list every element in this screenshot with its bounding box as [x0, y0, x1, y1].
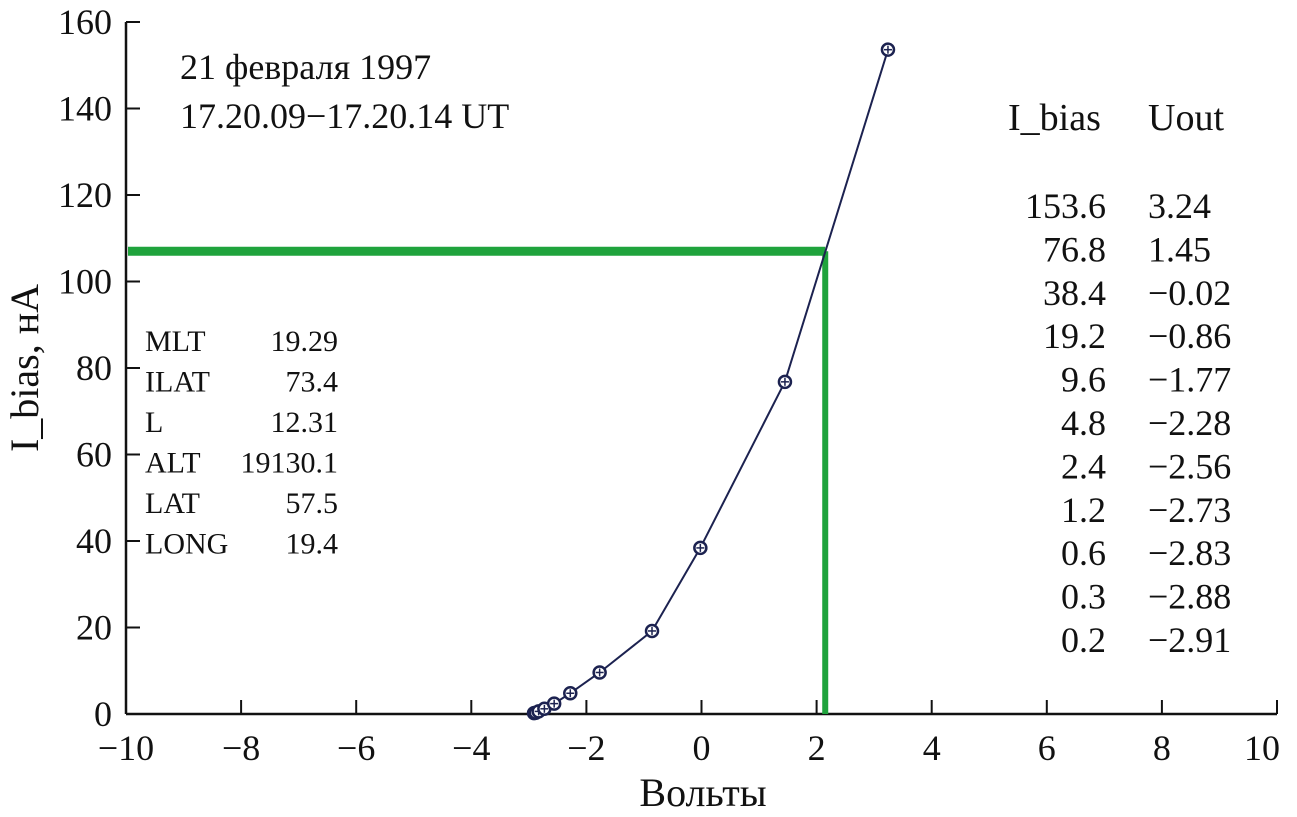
table-cell-ibias: 19.2 — [1043, 316, 1106, 356]
table-cell-uout: −2.88 — [1148, 577, 1231, 617]
data-series — [526, 42, 896, 721]
crosshair-lines — [128, 246, 829, 714]
x-tick-label: −10 — [98, 728, 154, 768]
table-cell-ibias: 0.3 — [1061, 577, 1106, 617]
data-point — [880, 42, 896, 57]
header-date: 21 февраля 1997 — [180, 47, 431, 87]
x-tick-label: −8 — [222, 728, 260, 768]
table-cell-ibias: 153.6 — [1025, 186, 1106, 226]
y-tick-label: 160 — [58, 2, 112, 42]
table-cell-ibias: 9.6 — [1061, 360, 1106, 400]
orbit-parameters: MLT 19.29 ILAT 73.4 L 12.31 ALT 19130.1 LAT 57.5 L… — [145, 325, 338, 561]
table-header-uout: Uout — [1148, 97, 1224, 139]
series-line — [533, 49, 889, 715]
table-cell-uout: 1.45 — [1148, 229, 1211, 269]
param-name: MLT — [145, 325, 206, 358]
table-cell-uout: −0.86 — [1148, 316, 1231, 356]
x-tick-label: −4 — [452, 728, 490, 768]
param-name: LONG — [145, 528, 228, 561]
data-table: I_bias Uout 153.6 3.24 76.8 1.45 38.4 −0.02 19.2… — [1008, 97, 1231, 660]
y-axis-ticks: 0 20 40 60 80 100 120 140 160 — [58, 2, 140, 734]
header-time: 17.20.09−17.20.14 UT — [180, 96, 509, 136]
param-value: 73.4 — [286, 366, 339, 399]
x-tick-label: 6 — [1038, 728, 1056, 768]
table-cell-uout: −0.02 — [1148, 273, 1231, 313]
data-point — [693, 540, 708, 556]
y-tick-label: 0 — [94, 694, 112, 734]
y-tick-label: 140 — [58, 89, 112, 129]
x-tick-label: 2 — [808, 728, 826, 768]
param-value: 19130.1 — [241, 447, 339, 480]
y-axis-label: I_bias, нА — [2, 284, 47, 452]
data-point — [592, 665, 607, 680]
table-cell-ibias: 0.6 — [1061, 533, 1106, 573]
data-point — [644, 623, 660, 639]
y-tick-label: 60 — [76, 435, 112, 475]
param-value: 12.31 — [271, 406, 339, 439]
table-cell-uout: −2.73 — [1148, 490, 1231, 530]
param-value: 19.29 — [271, 325, 339, 358]
table-cell-uout: −2.28 — [1148, 403, 1231, 443]
table-cell-uout: 3.24 — [1148, 186, 1211, 226]
table-cell-uout: −2.56 — [1148, 446, 1231, 486]
x-tick-label: −2 — [567, 728, 605, 768]
table-cell-ibias: 2.4 — [1061, 446, 1106, 486]
y-tick-label: 20 — [76, 608, 112, 648]
table-header-ibias: I_bias — [1008, 97, 1101, 139]
table-cell-ibias: 1.2 — [1061, 490, 1106, 530]
x-tick-label: 10 — [1244, 728, 1280, 768]
y-tick-label: 40 — [76, 521, 112, 561]
table-cell-uout: −1.77 — [1148, 360, 1231, 400]
x-tick-label: 8 — [1153, 728, 1171, 768]
param-name: ALT — [145, 447, 201, 480]
param-value: 57.5 — [286, 487, 339, 520]
x-axis-label: Вольты — [639, 770, 766, 815]
x-tick-label: 0 — [693, 728, 711, 768]
x-tick-label: −6 — [337, 728, 375, 768]
param-name: L — [145, 406, 163, 439]
table-cell-uout: −2.91 — [1148, 620, 1231, 660]
y-tick-label: 120 — [58, 175, 112, 215]
x-axis-ticks: −10 −8 −6 −4 −2 0 2 4 6 8 10 — [98, 700, 1280, 768]
data-point — [777, 374, 793, 390]
data-point — [563, 685, 578, 701]
x-tick-label: 4 — [923, 728, 941, 768]
y-tick-label: 100 — [58, 262, 112, 302]
data-point — [546, 696, 562, 711]
param-name: ILAT — [145, 366, 210, 399]
table-cell-ibias: 4.8 — [1061, 403, 1106, 443]
table-cell-uout: −2.83 — [1148, 533, 1231, 573]
table-cell-ibias: 76.8 — [1043, 229, 1106, 269]
table-cell-ibias: 38.4 — [1043, 273, 1106, 313]
param-name: LAT — [145, 487, 200, 520]
y-tick-label: 80 — [76, 348, 112, 388]
param-value: 19.4 — [286, 528, 339, 561]
table-cell-ibias: 0.2 — [1061, 620, 1106, 660]
